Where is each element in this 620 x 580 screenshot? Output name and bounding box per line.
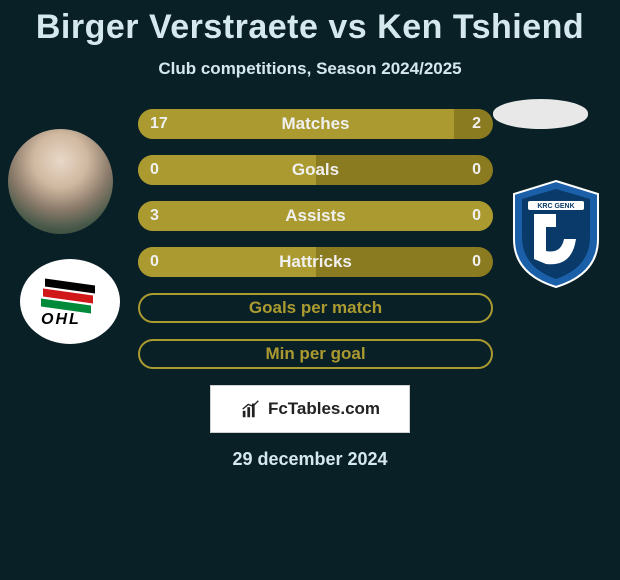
title-vs: vs <box>328 8 367 46</box>
brand-badge: FcTables.com <box>210 385 410 433</box>
stat-bars: 172Matches 00Goals 30Assists 00Hattricks Goa… <box>138 109 493 369</box>
stat-label: Matches <box>138 109 493 139</box>
stat-label: Min per goal <box>140 341 491 367</box>
stat-bar: 30Assists <box>138 201 493 231</box>
title-player1: Birger Verstraete <box>36 8 319 46</box>
ohl-text: OHL <box>41 311 81 329</box>
stat-label: Assists <box>138 201 493 231</box>
player2-club-badge: KRC GENK <box>506 179 606 289</box>
brand-logo-icon <box>240 398 262 420</box>
genk-shield-icon: KRC GENK <box>506 179 606 289</box>
stat-bar: 172Matches <box>138 109 493 139</box>
stat-bar: Min per goal <box>138 339 493 369</box>
genk-text: KRC GENK <box>537 203 574 210</box>
stat-bar: 00Hattricks <box>138 247 493 277</box>
player1-club-badge: OHL <box>20 259 120 344</box>
player2-avatar <box>493 99 588 129</box>
stat-label: Goals per match <box>140 295 491 321</box>
page-title: Birger Verstraete vs Ken Tshiend <box>0 0 620 47</box>
date-text: 29 december 2024 <box>0 449 620 470</box>
stat-label: Hattricks <box>138 247 493 277</box>
subtitle: Club competitions, Season 2024/2025 <box>0 59 620 79</box>
comparison-panel: OHL KRC GENK 172Matches 00Goals 30Assists 0… <box>0 109 620 369</box>
player1-avatar <box>8 129 113 234</box>
stat-label: Goals <box>138 155 493 185</box>
stat-bar: 00Goals <box>138 155 493 185</box>
stat-bar: Goals per match <box>138 293 493 323</box>
brand-text: FcTables.com <box>268 399 380 419</box>
title-player2: Ken Tshiend <box>377 8 584 46</box>
